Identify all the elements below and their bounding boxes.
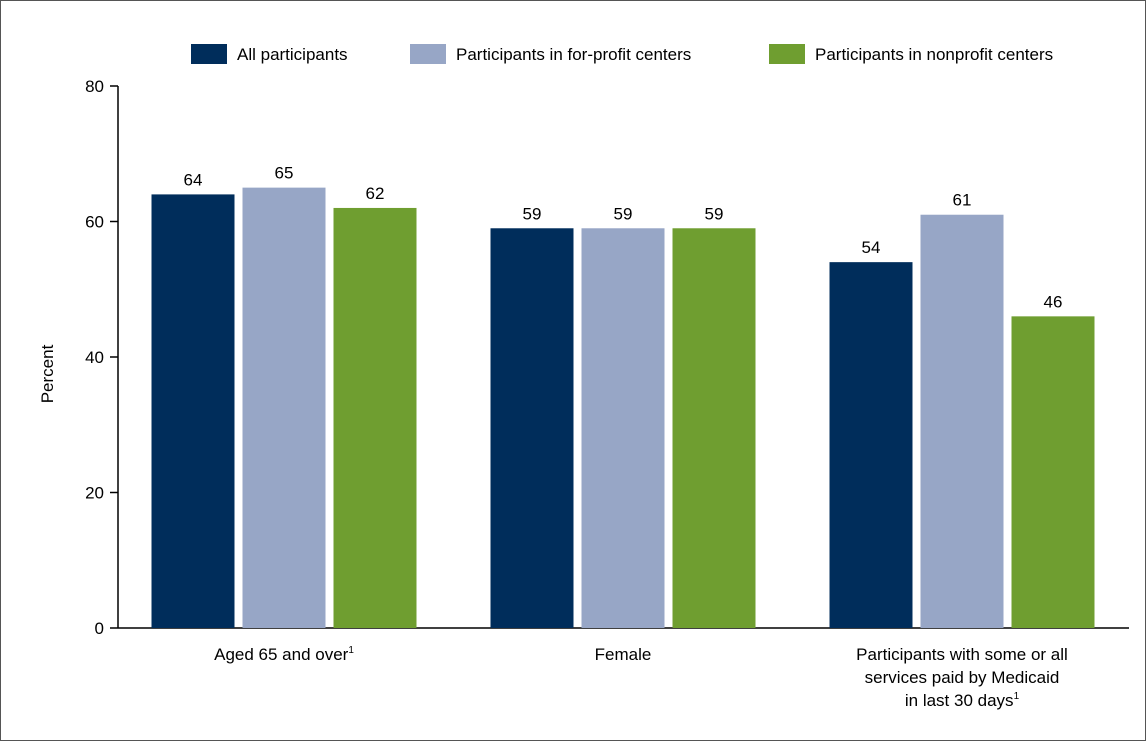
category-label: Female bbox=[595, 645, 652, 664]
bar bbox=[1011, 316, 1095, 628]
category-label-line: services paid by Medicaid bbox=[865, 668, 1060, 687]
y-tick-label: 60 bbox=[85, 213, 104, 232]
legend: All participants Participants in for-prof… bbox=[191, 44, 1053, 64]
category-labels: Aged 65 and over1 Female Participants with… bbox=[214, 645, 1068, 710]
category-label-line: Female bbox=[595, 645, 652, 664]
legend-label: All participants bbox=[237, 45, 348, 64]
category-label-line: Aged 65 and over bbox=[214, 645, 349, 664]
legend-item: Participants in nonprofit centers bbox=[769, 44, 1053, 64]
legend-item: Participants in for-profit centers bbox=[410, 44, 691, 64]
bar bbox=[490, 228, 574, 628]
category-label: Aged 65 and over1 bbox=[214, 645, 354, 664]
legend-label: Participants in nonprofit centers bbox=[815, 45, 1053, 64]
bar bbox=[581, 228, 665, 628]
category-label-line: in last 30 days bbox=[905, 691, 1014, 710]
data-label: 59 bbox=[614, 204, 633, 223]
bar bbox=[829, 262, 913, 628]
bar bbox=[672, 228, 756, 628]
legend-item: All participants bbox=[191, 44, 348, 64]
legend-swatch bbox=[769, 44, 805, 64]
y-axis-title: Percent bbox=[38, 344, 57, 403]
bar bbox=[333, 207, 417, 628]
data-label: 59 bbox=[523, 204, 542, 223]
data-label: 64 bbox=[184, 170, 203, 189]
data-label: 61 bbox=[953, 191, 972, 210]
legend-label: Participants in for-profit centers bbox=[456, 45, 691, 64]
bar bbox=[920, 214, 1004, 628]
legend-swatch bbox=[191, 44, 227, 64]
footnote-marker: 1 bbox=[1014, 691, 1020, 702]
data-label: 59 bbox=[705, 204, 724, 223]
legend-swatch bbox=[410, 44, 446, 64]
y-tick-label: 20 bbox=[85, 484, 104, 503]
data-label: 65 bbox=[275, 164, 294, 183]
y-axis: 0 20 40 60 80 bbox=[85, 77, 119, 638]
bars bbox=[151, 187, 1095, 628]
y-tick-label: 40 bbox=[85, 348, 104, 367]
data-label: 46 bbox=[1044, 292, 1063, 311]
bar bbox=[151, 194, 235, 628]
y-tick-label: 80 bbox=[85, 77, 104, 96]
data-labels: 64 59 54 65 59 61 62 59 46 bbox=[184, 164, 1063, 312]
bar bbox=[242, 187, 326, 628]
data-label: 54 bbox=[862, 238, 881, 257]
category-label-line: Participants with some or all bbox=[856, 645, 1068, 664]
footnote-marker: 1 bbox=[348, 645, 354, 656]
y-tick-label: 0 bbox=[95, 619, 104, 638]
category-label: Participants with some or all services pa… bbox=[856, 645, 1068, 710]
data-label: 62 bbox=[366, 184, 385, 203]
